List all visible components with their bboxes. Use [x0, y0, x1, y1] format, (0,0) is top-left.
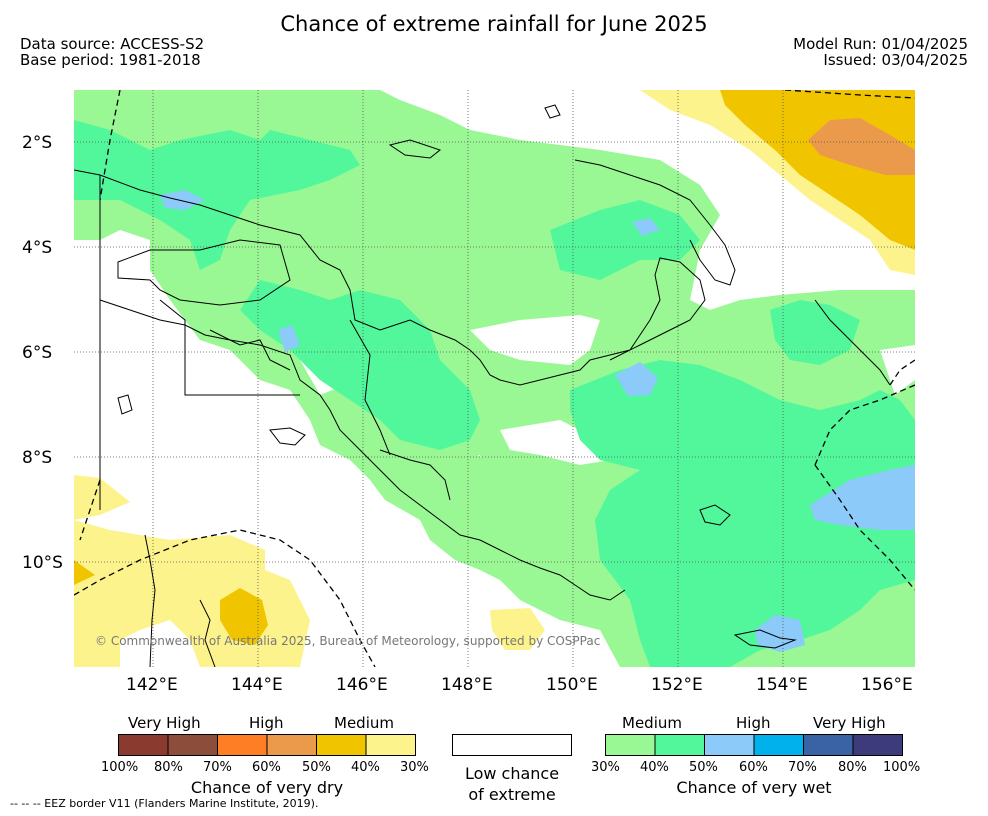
header-left: Data source: ACCESS-S2 Base period: 1981…: [20, 36, 204, 68]
wet-50-southeast-patch: [810, 465, 915, 530]
dry-swatch-100-80: [118, 734, 169, 756]
dry-swatch-70-60: [217, 734, 268, 756]
low-chance-caption-2: of extreme: [468, 785, 556, 804]
dry-swatch-50-40: [316, 734, 367, 756]
lat-label-6s: 6°S: [22, 343, 53, 363]
wet-tick-60: 60%: [739, 760, 768, 775]
lat-label-2s: 2°S: [22, 133, 53, 153]
wet-swatch-70-80: [803, 734, 854, 756]
wet-swatch-40-50: [654, 734, 705, 756]
wet-tick-40: 40%: [640, 760, 669, 775]
wet-tick-80: 80%: [838, 760, 867, 775]
wet-head-high: High: [736, 714, 771, 732]
dry-caption: Chance of very dry: [190, 778, 344, 797]
lat-label-10s: 10°S: [22, 553, 63, 573]
dry-40-southwest-edge: [74, 560, 95, 585]
lat-label-8s: 8°S: [22, 448, 53, 468]
dry-colorbar: [118, 734, 416, 756]
dry-tick-80: 80%: [154, 760, 183, 775]
issued-label: Issued: 03/04/2025: [823, 51, 968, 69]
dry-40-south-patch: [220, 588, 268, 645]
lon-label-152e: 152°E: [651, 675, 703, 695]
dry-30-small-south: [490, 608, 545, 650]
eez-borders: [74, 90, 915, 667]
dry-swatch-40-30: [365, 734, 416, 756]
wet-40-northwest: [74, 120, 360, 270]
low-chance-east: [880, 345, 915, 395]
model-run-label: Model Run: 01/04/2025: [793, 35, 968, 53]
dry-tick-40: 40%: [351, 760, 380, 775]
coastlines: [74, 104, 891, 667]
wet-head-medium: Medium: [622, 714, 682, 732]
political-borders: [99, 175, 451, 510]
base-period-label: Base period: 1981-2018: [20, 51, 201, 69]
dry-tick-100: 100%: [101, 760, 139, 775]
dry-30-southwest: [74, 475, 130, 520]
copyright-notice: © Commonwealth of Australia 2025, Bureau…: [95, 634, 601, 648]
lon-label-144e: 144°E: [231, 675, 283, 695]
wet-50-east-patch: [615, 362, 658, 396]
eez-footnote: -- -- -- EEZ border V11 (Flanders Marine…: [10, 797, 319, 810]
wet-40-east-north: [770, 300, 860, 365]
wet-swatch-80-100: [852, 734, 903, 756]
lon-label-154e: 154°E: [756, 675, 808, 695]
wet-50-north-patch: [632, 218, 660, 236]
lon-label-148e: 148°E: [441, 675, 493, 695]
wet-50-south-patch: [755, 615, 805, 652]
map-canvas: [74, 90, 915, 667]
wet-40-north-center: [550, 200, 700, 280]
lon-label-156e: 156°E: [861, 675, 913, 695]
wet-colorbar: [605, 734, 903, 756]
dry-tick-60: 60%: [252, 760, 281, 775]
wet-caption: Chance of very wet: [676, 778, 832, 797]
lon-label-142e: 142°E: [126, 675, 178, 695]
lat-label-4s: 4°S: [22, 238, 53, 258]
wet-40-center: [240, 280, 480, 450]
dry-tick-50: 50%: [302, 760, 331, 775]
wet-50-center-patch: [278, 325, 300, 352]
dry-60-northeast: [808, 118, 915, 175]
dry-swatch-60-50: [266, 734, 317, 756]
grid-lines: [74, 90, 915, 667]
low-chance-caption-1: Low chance: [464, 764, 560, 783]
wet-swatch-50-60: [704, 734, 755, 756]
low-chance-center-a: [470, 315, 600, 365]
wet-tick-100: 100%: [883, 760, 921, 775]
dry-swatch-80-70: [167, 734, 218, 756]
dry-head-medium: Medium: [334, 714, 394, 732]
low-chance-southwest-inner: [120, 620, 200, 667]
dry-tick-30: 30%: [400, 760, 429, 775]
page-title: Chance of extreme rainfall for June 2025: [280, 12, 708, 36]
dry-head-high: High: [249, 714, 284, 732]
dry-tick-70: 70%: [203, 760, 232, 775]
low-chance-swatch: [452, 734, 572, 756]
wet-swatch-30-40: [605, 734, 656, 756]
wet-tick-30: 30%: [591, 760, 620, 775]
wet-head-very-high: Very High: [813, 714, 886, 732]
lon-label-146e: 146°E: [336, 675, 388, 695]
dry-head-very-high: Very High: [128, 714, 201, 732]
lon-label-150e: 150°E: [546, 675, 598, 695]
wet-50-northwest-patch: [160, 190, 205, 210]
header-right: Model Run: 01/04/2025 Issued: 03/04/2025: [793, 36, 968, 68]
wet-swatch-60-70: [753, 734, 804, 756]
wet-tick-70: 70%: [788, 760, 817, 775]
data-source-label: Data source: ACCESS-S2: [20, 35, 205, 53]
wet-tick-50: 50%: [689, 760, 718, 775]
